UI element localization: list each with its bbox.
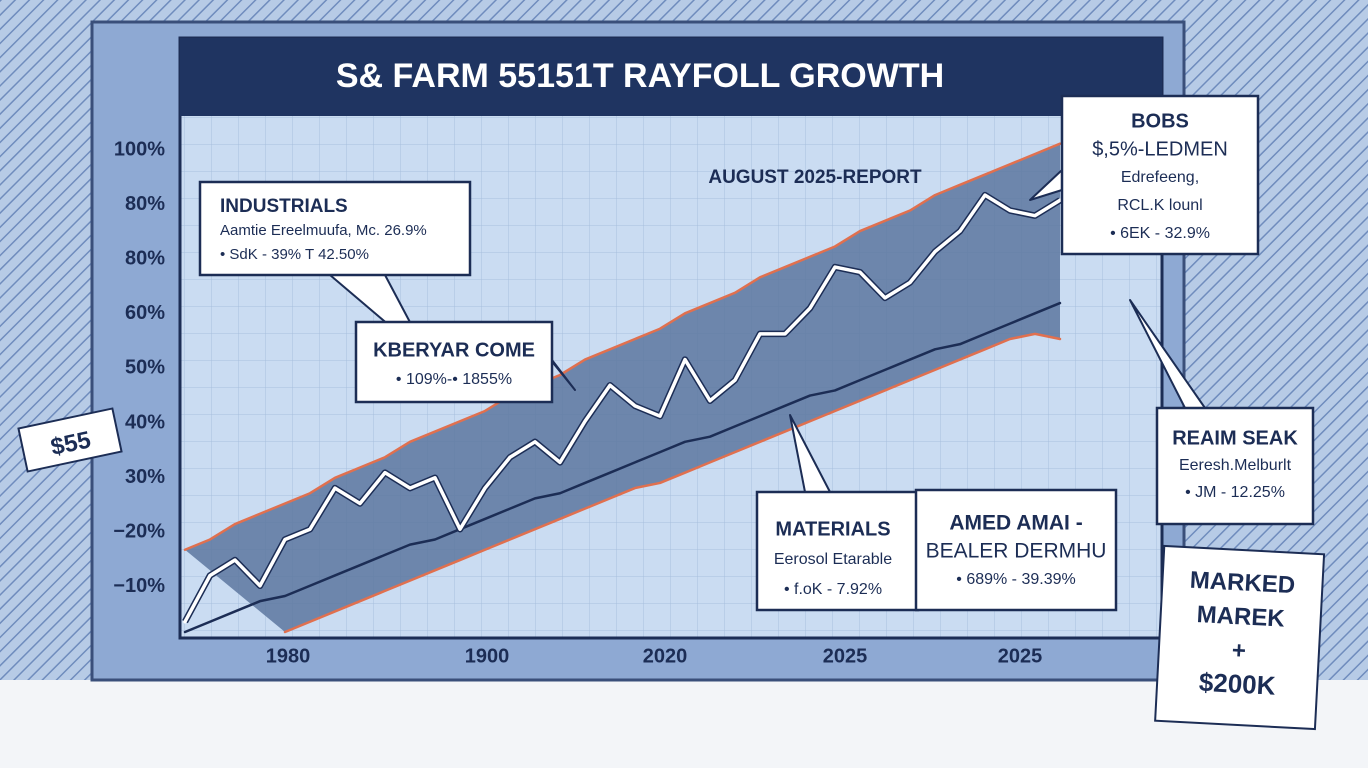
callout-text: $,5%-LEDMEN (1092, 138, 1228, 160)
y-axis-label: 50% (125, 357, 165, 379)
price-tag (17, 407, 123, 473)
callout-text: Eerosol Etarable (774, 551, 892, 568)
callout-text: MARKED (1189, 567, 1296, 599)
note-layer: INDUSTRIALS Aamtie Ereelmuufa, Mc. 26.9% •… (17, 94, 1326, 731)
callout-text: MAREK (1196, 601, 1286, 633)
callout-text: BEALER DERMHU (926, 540, 1107, 563)
y-axis-label: −10% (113, 575, 165, 597)
chart-subtitle: AUGUST 2025-REPORT (708, 167, 922, 188)
callout-box (1060, 94, 1260, 256)
y-axis-label: 30% (125, 466, 165, 488)
callout-text: INDUSTRIALS (220, 196, 348, 217)
series-line (183, 142, 1062, 552)
x-axis-label: 1980 (266, 645, 311, 667)
callout-text: • SdK - 39% T 42.50% (220, 246, 369, 263)
callout-text: MATERIALS (775, 518, 890, 540)
y-axis-label: 40% (125, 411, 165, 433)
x-axis-label: 2025 (823, 645, 868, 667)
line-layer (182, 142, 1062, 634)
callout-text: $200K (1198, 667, 1276, 701)
paper-note (1154, 544, 1326, 731)
callout-box (1155, 406, 1315, 526)
y-axis-label: 100% (114, 138, 165, 160)
callout-text: • 689% - 39.39% (956, 571, 1075, 588)
callout-text: • 6EK - 32.9% (1110, 225, 1210, 242)
series-line (183, 193, 1062, 624)
y-axis-label: 60% (125, 302, 165, 324)
floor (0, 680, 1368, 768)
chart-title: S& FARM 55151T RAYFOLL GROWTH (336, 57, 944, 95)
callout-text: Aamtie Ereelmuufa, Mc. 26.9% (220, 222, 427, 239)
callout-text: RCL.K lounl (1117, 197, 1202, 214)
y-axis-label: 80% (125, 247, 165, 269)
callout-text: KBERYAR COME (373, 339, 535, 361)
callout-text: • JM - 12.25% (1185, 484, 1285, 501)
callout-text: Edrefeeng, (1121, 169, 1199, 186)
callout-text: BOBS (1131, 110, 1189, 132)
callout-text: AMED AMAI - (949, 512, 1082, 535)
y-axis-label: 80% (125, 193, 165, 215)
callout-text: REAIM SEAK (1172, 427, 1298, 449)
callout-box (755, 490, 920, 612)
callout-box (354, 320, 554, 404)
callout-text: • 109%-• 1855% (396, 371, 512, 388)
callout-text: Eeresh.Melburlt (1179, 457, 1292, 474)
series-line (183, 301, 1062, 634)
callout-box (914, 488, 1118, 612)
title-bar (180, 38, 1162, 116)
x-axis-label: 2025 (998, 645, 1043, 667)
callout-box (198, 180, 472, 277)
note-group: $55 (17, 407, 123, 473)
callout-text: • f.oK - 7.92% (784, 581, 882, 598)
x-axis-label: 1900 (465, 645, 510, 667)
series-line (283, 332, 1062, 634)
y-axis-label: −20% (113, 520, 165, 542)
x-axis-label: 2020 (643, 645, 688, 667)
label-layer: 100% 80% 80% 60% 50% 40% 30% −20% −10% 1980 1900 20… (113, 138, 1042, 667)
callout-text: + (1231, 637, 1246, 665)
